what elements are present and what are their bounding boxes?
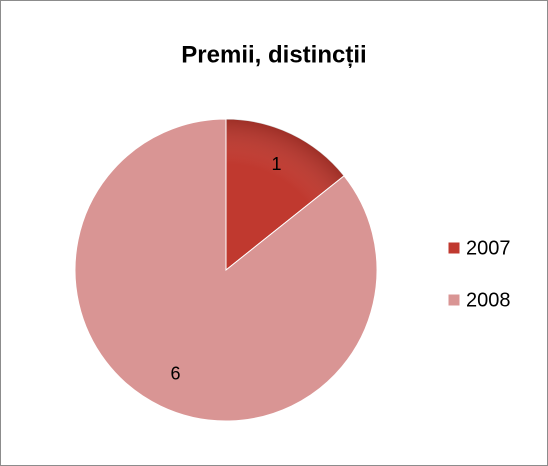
- legend-swatch: [447, 241, 461, 255]
- chart-title: Premii, distincții: [181, 41, 366, 68]
- legend-label: 2008: [466, 289, 511, 311]
- data-label: 1: [271, 154, 281, 174]
- data-label: 6: [171, 364, 181, 384]
- legend-swatch: [447, 293, 461, 307]
- pie-slice: [74, 118, 378, 422]
- legend-label: 2007: [466, 237, 511, 259]
